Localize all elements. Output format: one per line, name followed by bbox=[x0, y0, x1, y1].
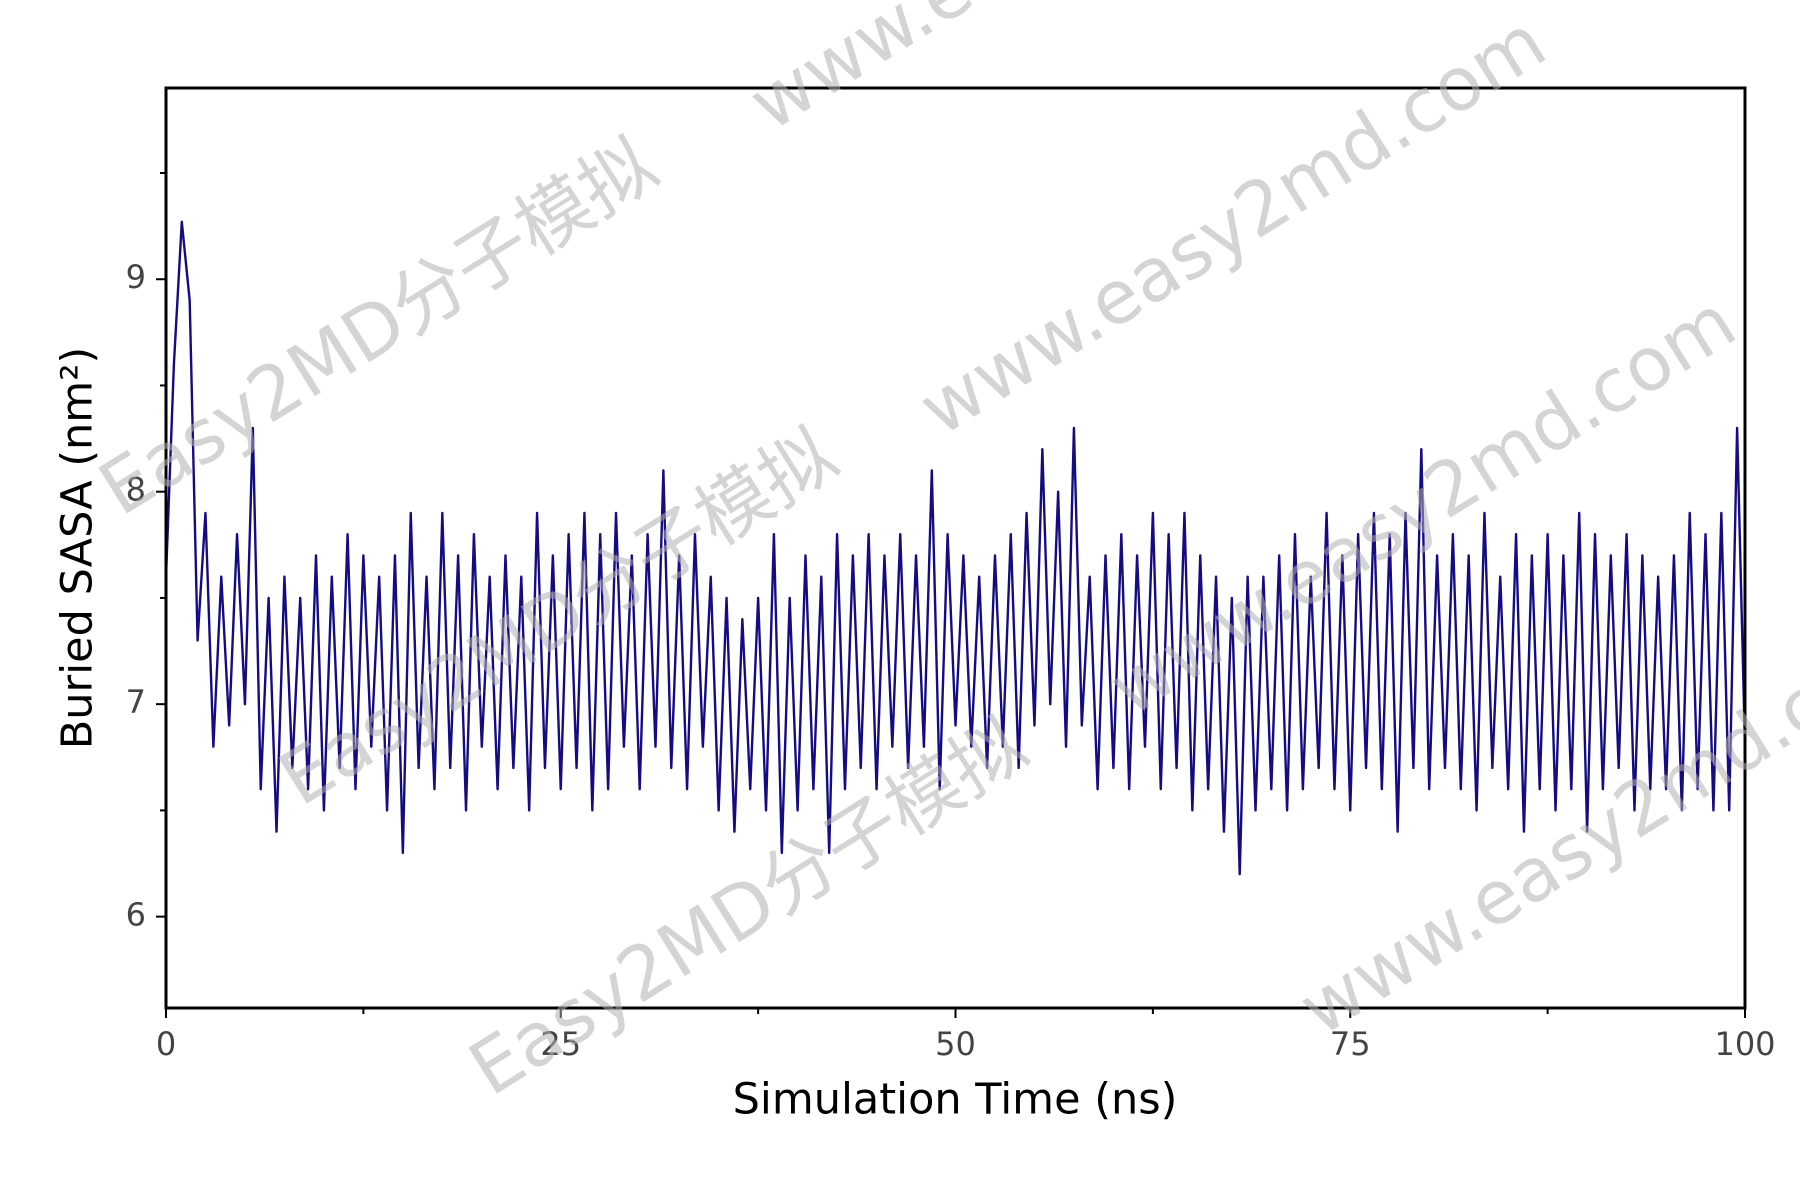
y-axis-label: Buried SASA (nm²) bbox=[53, 347, 103, 749]
x-tick-label: 50 bbox=[935, 1025, 976, 1063]
x-tick-label: 75 bbox=[1330, 1025, 1371, 1063]
y-tick-label: 9 bbox=[126, 258, 146, 296]
watermark: www.easy2md.com bbox=[1095, 279, 1751, 733]
y-tick-label: 8 bbox=[126, 471, 146, 509]
plot-area: 0 25 50 75 100 6 7 8 9 bbox=[126, 86, 1776, 1063]
x-tick-label: 25 bbox=[540, 1025, 581, 1063]
x-tick-label: 100 bbox=[1714, 1025, 1775, 1063]
watermark: www.easy2md.com bbox=[735, 0, 1391, 148]
x-tick-label: 0 bbox=[156, 1025, 176, 1063]
y-tick-label: 6 bbox=[126, 896, 146, 934]
watermark-layer: Easy2MD分子模拟 www.easy2md.com Easy2MD分子模拟 … bbox=[85, 0, 1800, 1113]
watermark: Easy2MD分子模拟 bbox=[85, 121, 672, 532]
watermark: www.easy2md.com bbox=[905, 0, 1561, 453]
y-tick-label: 7 bbox=[126, 683, 146, 721]
x-axis-label: Simulation Time (ns) bbox=[733, 1075, 1178, 1125]
data-line bbox=[164, 220, 1747, 876]
